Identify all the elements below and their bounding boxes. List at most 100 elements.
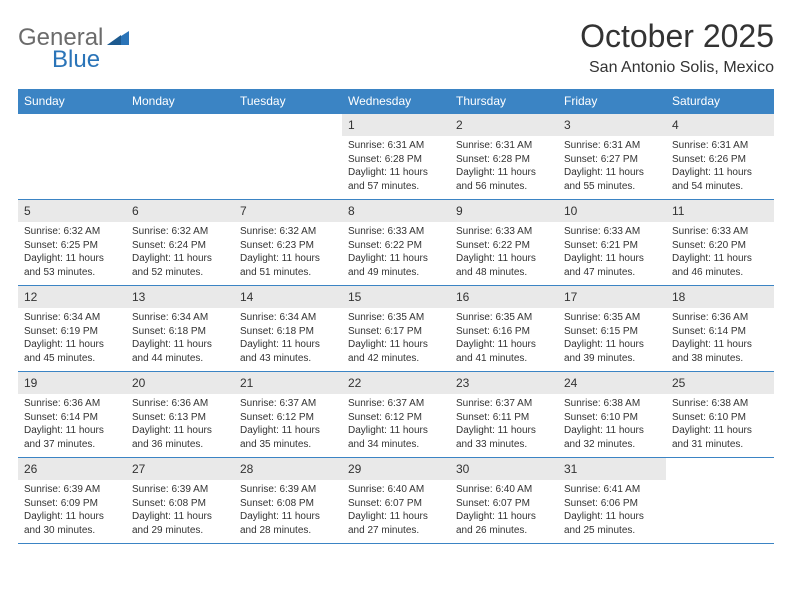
day-number: 30 <box>450 458 558 480</box>
day-number: 24 <box>558 372 666 394</box>
sunset-text: Sunset: 6:23 PM <box>240 239 336 253</box>
calendar-day-cell: 4Sunrise: 6:31 AMSunset: 6:26 PMDaylight… <box>666 114 774 200</box>
day-details: Sunrise: 6:34 AMSunset: 6:19 PMDaylight:… <box>18 308 126 369</box>
day-details: Sunrise: 6:33 AMSunset: 6:21 PMDaylight:… <box>558 222 666 283</box>
daylight-text: Daylight: 11 hours and 28 minutes. <box>240 510 336 537</box>
day-number: 5 <box>18 200 126 222</box>
calendar-table: Sunday Monday Tuesday Wednesday Thursday… <box>18 89 774 544</box>
day-number: 27 <box>126 458 234 480</box>
logo-text-blue-wrap: Blue <box>52 46 100 74</box>
day-number: 12 <box>18 286 126 308</box>
day-number: 17 <box>558 286 666 308</box>
sunset-text: Sunset: 6:06 PM <box>564 497 660 511</box>
day-number: 18 <box>666 286 774 308</box>
sunset-text: Sunset: 6:26 PM <box>672 153 768 167</box>
day-details: Sunrise: 6:36 AMSunset: 6:14 PMDaylight:… <box>666 308 774 369</box>
sunset-text: Sunset: 6:07 PM <box>348 497 444 511</box>
day-details: Sunrise: 6:35 AMSunset: 6:17 PMDaylight:… <box>342 308 450 369</box>
sunrise-text: Sunrise: 6:32 AM <box>240 225 336 239</box>
day-details: Sunrise: 6:36 AMSunset: 6:14 PMDaylight:… <box>18 394 126 455</box>
sunrise-text: Sunrise: 6:40 AM <box>456 483 552 497</box>
day-details: Sunrise: 6:33 AMSunset: 6:22 PMDaylight:… <box>342 222 450 283</box>
sunrise-text: Sunrise: 6:38 AM <box>672 397 768 411</box>
day-details: Sunrise: 6:34 AMSunset: 6:18 PMDaylight:… <box>126 308 234 369</box>
day-number: 21 <box>234 372 342 394</box>
calendar-week-row: 5Sunrise: 6:32 AMSunset: 6:25 PMDaylight… <box>18 200 774 286</box>
daylight-text: Daylight: 11 hours and 49 minutes. <box>348 252 444 279</box>
daylight-text: Daylight: 11 hours and 37 minutes. <box>24 424 120 451</box>
sunrise-text: Sunrise: 6:34 AM <box>24 311 120 325</box>
calendar-day-cell: 3Sunrise: 6:31 AMSunset: 6:27 PMDaylight… <box>558 114 666 200</box>
daylight-text: Daylight: 11 hours and 47 minutes. <box>564 252 660 279</box>
weekday-header: Sunday <box>18 89 126 114</box>
day-number: 20 <box>126 372 234 394</box>
calendar-day-cell: 29Sunrise: 6:40 AMSunset: 6:07 PMDayligh… <box>342 458 450 544</box>
day-details: Sunrise: 6:40 AMSunset: 6:07 PMDaylight:… <box>342 480 450 541</box>
calendar-day-cell <box>126 114 234 200</box>
calendar-day-cell: 26Sunrise: 6:39 AMSunset: 6:09 PMDayligh… <box>18 458 126 544</box>
sunrise-text: Sunrise: 6:37 AM <box>240 397 336 411</box>
calendar-week-row: 1Sunrise: 6:31 AMSunset: 6:28 PMDaylight… <box>18 114 774 200</box>
day-details: Sunrise: 6:31 AMSunset: 6:28 PMDaylight:… <box>450 136 558 197</box>
sunrise-text: Sunrise: 6:34 AM <box>240 311 336 325</box>
sunrise-text: Sunrise: 6:35 AM <box>348 311 444 325</box>
sunset-text: Sunset: 6:08 PM <box>240 497 336 511</box>
weekday-header: Saturday <box>666 89 774 114</box>
daylight-text: Daylight: 11 hours and 55 minutes. <box>564 166 660 193</box>
sunset-text: Sunset: 6:28 PM <box>348 153 444 167</box>
sunrise-text: Sunrise: 6:38 AM <box>564 397 660 411</box>
day-number: 28 <box>234 458 342 480</box>
sunset-text: Sunset: 6:12 PM <box>240 411 336 425</box>
sunset-text: Sunset: 6:22 PM <box>456 239 552 253</box>
calendar-day-cell: 18Sunrise: 6:36 AMSunset: 6:14 PMDayligh… <box>666 286 774 372</box>
day-details: Sunrise: 6:37 AMSunset: 6:12 PMDaylight:… <box>342 394 450 455</box>
calendar-day-cell: 13Sunrise: 6:34 AMSunset: 6:18 PMDayligh… <box>126 286 234 372</box>
day-number: 9 <box>450 200 558 222</box>
daylight-text: Daylight: 11 hours and 34 minutes. <box>348 424 444 451</box>
calendar-week-row: 19Sunrise: 6:36 AMSunset: 6:14 PMDayligh… <box>18 372 774 458</box>
sunrise-text: Sunrise: 6:40 AM <box>348 483 444 497</box>
sunrise-text: Sunrise: 6:37 AM <box>456 397 552 411</box>
sunrise-text: Sunrise: 6:33 AM <box>348 225 444 239</box>
day-details: Sunrise: 6:40 AMSunset: 6:07 PMDaylight:… <box>450 480 558 541</box>
sunset-text: Sunset: 6:15 PM <box>564 325 660 339</box>
calendar-week-row: 12Sunrise: 6:34 AMSunset: 6:19 PMDayligh… <box>18 286 774 372</box>
sunset-text: Sunset: 6:28 PM <box>456 153 552 167</box>
day-number: 23 <box>450 372 558 394</box>
calendar-day-cell: 6Sunrise: 6:32 AMSunset: 6:24 PMDaylight… <box>126 200 234 286</box>
calendar-day-cell: 22Sunrise: 6:37 AMSunset: 6:12 PMDayligh… <box>342 372 450 458</box>
daylight-text: Daylight: 11 hours and 30 minutes. <box>24 510 120 537</box>
sunrise-text: Sunrise: 6:32 AM <box>24 225 120 239</box>
daylight-text: Daylight: 11 hours and 35 minutes. <box>240 424 336 451</box>
calendar-day-cell: 7Sunrise: 6:32 AMSunset: 6:23 PMDaylight… <box>234 200 342 286</box>
sunset-text: Sunset: 6:25 PM <box>24 239 120 253</box>
sunset-text: Sunset: 6:10 PM <box>672 411 768 425</box>
sunset-text: Sunset: 6:07 PM <box>456 497 552 511</box>
daylight-text: Daylight: 11 hours and 43 minutes. <box>240 338 336 365</box>
day-details: Sunrise: 6:36 AMSunset: 6:13 PMDaylight:… <box>126 394 234 455</box>
day-number: 10 <box>558 200 666 222</box>
calendar-day-cell: 11Sunrise: 6:33 AMSunset: 6:20 PMDayligh… <box>666 200 774 286</box>
sunset-text: Sunset: 6:11 PM <box>456 411 552 425</box>
calendar-day-cell: 2Sunrise: 6:31 AMSunset: 6:28 PMDaylight… <box>450 114 558 200</box>
day-details: Sunrise: 6:39 AMSunset: 6:09 PMDaylight:… <box>18 480 126 541</box>
sunset-text: Sunset: 6:09 PM <box>24 497 120 511</box>
weekday-header-row: Sunday Monday Tuesday Wednesday Thursday… <box>18 89 774 114</box>
day-details: Sunrise: 6:33 AMSunset: 6:20 PMDaylight:… <box>666 222 774 283</box>
weekday-header: Friday <box>558 89 666 114</box>
sunset-text: Sunset: 6:14 PM <box>24 411 120 425</box>
sunrise-text: Sunrise: 6:31 AM <box>564 139 660 153</box>
daylight-text: Daylight: 11 hours and 52 minutes. <box>132 252 228 279</box>
calendar-day-cell: 20Sunrise: 6:36 AMSunset: 6:13 PMDayligh… <box>126 372 234 458</box>
day-details: Sunrise: 6:38 AMSunset: 6:10 PMDaylight:… <box>558 394 666 455</box>
sunset-text: Sunset: 6:19 PM <box>24 325 120 339</box>
calendar-day-cell: 8Sunrise: 6:33 AMSunset: 6:22 PMDaylight… <box>342 200 450 286</box>
calendar-day-cell: 1Sunrise: 6:31 AMSunset: 6:28 PMDaylight… <box>342 114 450 200</box>
daylight-text: Daylight: 11 hours and 33 minutes. <box>456 424 552 451</box>
daylight-text: Daylight: 11 hours and 57 minutes. <box>348 166 444 193</box>
calendar-day-cell: 15Sunrise: 6:35 AMSunset: 6:17 PMDayligh… <box>342 286 450 372</box>
day-number: 22 <box>342 372 450 394</box>
weekday-header: Wednesday <box>342 89 450 114</box>
daylight-text: Daylight: 11 hours and 29 minutes. <box>132 510 228 537</box>
calendar-day-cell <box>234 114 342 200</box>
